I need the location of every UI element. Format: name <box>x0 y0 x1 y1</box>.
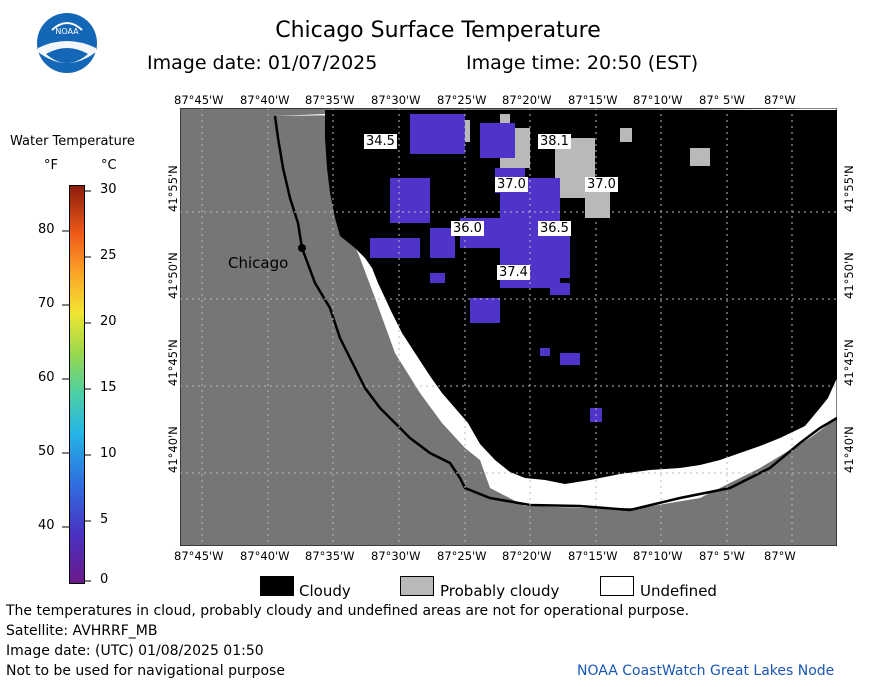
lon-label-top: 87°30'W <box>371 93 421 107</box>
key-cloudy-label: Cloudy <box>299 582 351 600</box>
lon-label-top: 87° 5'W <box>699 93 745 107</box>
footer-credit: NOAA CoastWatch Great Lakes Node <box>577 663 835 679</box>
lon-label-bottom: 87°45'W <box>174 549 224 563</box>
tick-f-50: 50 <box>38 444 55 459</box>
unit-fahrenheit: °F <box>44 158 58 173</box>
lon-label-bottom: 87°35'W <box>305 549 355 563</box>
lon-label-bottom: 87°20'W <box>502 549 552 563</box>
image-date: Image date: 01/07/2025 <box>147 52 378 74</box>
lat-left-50: 41°50'N <box>166 252 180 299</box>
tick-c-0: 0 <box>100 572 109 587</box>
lon-label-top: 87°15'W <box>568 93 618 107</box>
tick-c-10: 10 <box>100 446 117 461</box>
lon-label-top: 87°25'W <box>437 93 487 107</box>
lon-label-top: 87°20'W <box>502 93 552 107</box>
lon-label-bottom: 87°25'W <box>437 549 487 563</box>
footer-navigation: Not to be used for navigational purpose <box>6 663 285 679</box>
key-undefined-swatch <box>600 576 634 596</box>
lat-right-50: 41°50'N <box>842 252 856 299</box>
lon-label-bottom: 87°W <box>764 549 796 563</box>
coastline <box>273 115 837 512</box>
lon-label-bottom: 87° 5'W <box>699 549 745 563</box>
tick-c-15: 15 <box>100 380 117 395</box>
lon-label-bottom: 87°40'W <box>240 549 290 563</box>
cloud-area <box>325 110 837 484</box>
legend-ticks <box>62 190 91 582</box>
key-probably-cloudy-swatch <box>400 576 434 596</box>
legend-title: Water Temperature <box>10 134 135 149</box>
tick-c-5: 5 <box>100 512 109 527</box>
lon-label-top: 87°35'W <box>305 93 355 107</box>
tick-c-30: 30 <box>100 182 117 197</box>
noaa-logo: NOAA <box>37 13 97 73</box>
color-scale-bar <box>69 185 85 584</box>
lat-right-55: 41°55'N <box>842 165 856 212</box>
temp-label: 36.5 <box>538 221 571 236</box>
lat-left-40: 41°40'N <box>166 426 180 473</box>
tick-f-70: 70 <box>38 296 55 311</box>
tick-c-25: 25 <box>100 248 117 263</box>
unit-celsius: °C <box>101 158 117 173</box>
lon-label-top: 87°W <box>764 93 796 107</box>
tick-f-60: 60 <box>38 370 55 385</box>
temp-label: 36.0 <box>451 221 484 236</box>
temp-label: 37.0 <box>495 177 528 192</box>
tick-f-80: 80 <box>38 222 55 237</box>
lon-label-top: 87°10'W <box>633 93 683 107</box>
lon-label-bottom: 87°15'W <box>568 549 618 563</box>
lat-left-45: 41°45'N <box>166 339 180 386</box>
footer-disclaimer: The temperatures in cloud, probably clou… <box>6 603 690 619</box>
city-label-chicago: Chicago <box>228 254 289 272</box>
lat-right-40: 41°40'N <box>842 426 856 473</box>
footer-utc-date: Image date: (UTC) 01/08/2025 01:50 <box>6 643 264 659</box>
lat-right-45: 41°45'N <box>842 339 856 386</box>
temp-label: 37.0 <box>585 177 618 192</box>
tick-f-40: 40 <box>38 518 55 533</box>
lon-label-top: 87°45'W <box>174 93 224 107</box>
chicago-marker <box>298 244 306 252</box>
lon-label-top: 87°40'W <box>240 93 290 107</box>
temp-label: 34.5 <box>364 134 397 149</box>
lat-left-55: 41°55'N <box>166 165 180 212</box>
map-grid <box>180 108 837 546</box>
page-title: Chicago Surface Temperature <box>275 18 601 43</box>
logo-text: NOAA <box>55 27 79 36</box>
footer-satellite: Satellite: AVHRRF_MB <box>6 623 158 639</box>
lon-label-bottom: 87°10'W <box>633 549 683 563</box>
lon-label-bottom: 87°30'W <box>371 549 421 563</box>
key-cloudy-swatch <box>260 576 294 596</box>
temp-label: 37.4 <box>497 265 530 280</box>
temperature-map <box>180 108 837 546</box>
key-probably-cloudy-label: Probably cloudy <box>440 582 560 600</box>
temp-label: 38.1 <box>538 134 571 149</box>
image-time: Image time: 20:50 (EST) <box>466 52 699 74</box>
key-undefined-label: Undefined <box>640 582 717 600</box>
tick-c-20: 20 <box>100 314 117 329</box>
